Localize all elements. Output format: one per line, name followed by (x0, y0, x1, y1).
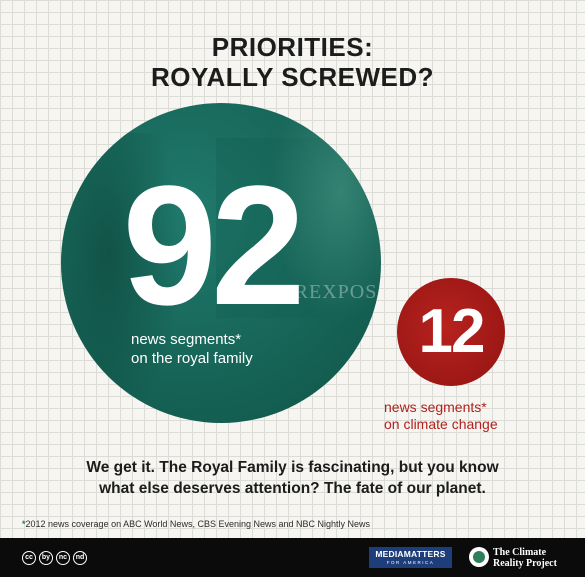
media-matters-name: MEDIAMATTERS (375, 549, 446, 559)
cc-by-icon: by (39, 551, 53, 565)
royal-segments-count: 92 (122, 151, 305, 341)
cc-icon: cc (22, 551, 36, 565)
headline: PRIORITIES: ROYALLY SCREWED? (0, 32, 585, 92)
climate-caption-line-2: on climate change (384, 416, 498, 432)
royal-caption-line-2: on the royal family (131, 350, 253, 367)
royal-caption-line-1: news segments* (131, 331, 242, 348)
cc-nd-icon: nd (73, 551, 87, 565)
headline-line-2: ROYALLY SCREWED? (151, 62, 434, 92)
climate-segments-caption: news segments* on climate change (384, 399, 554, 433)
photo-background-text: VEREXPOS (266, 281, 378, 303)
tagline-line-2: what else deserves attention? The fate o… (99, 480, 486, 497)
footnote: *2012 news coverage on ABC World News, C… (22, 519, 370, 529)
photo-overlay-panel (216, 138, 376, 318)
climate-change-circle: 12 (397, 278, 505, 386)
crp-line-2: Reality Project (493, 558, 557, 569)
cc-nc-icon: nc (56, 551, 70, 565)
media-matters-logo[interactable]: MEDIAMATTERS FOR AMERICA (369, 547, 452, 568)
headline-line-1: PRIORITIES: (211, 32, 374, 62)
climate-reality-project-logo[interactable]: The Climate Reality Project (493, 547, 573, 569)
footnote-asterisk: * (22, 519, 26, 529)
photo-overlay-left (61, 133, 181, 423)
footer-bar: cc by nc nd MEDIAMATTERS FOR AMERICA The… (0, 538, 585, 577)
royal-family-circle: VEREXPOS 92 news segments* on the royal … (61, 103, 381, 423)
footnote-text: 2012 news coverage on ABC World News, CB… (25, 519, 371, 529)
media-matters-subtitle: FOR AMERICA (386, 560, 435, 565)
creative-commons-license[interactable]: cc by nc nd (22, 551, 87, 565)
climate-reality-globe-icon[interactable] (469, 547, 489, 567)
photo-overlay-right (271, 103, 381, 323)
tagline: We get it. The Royal Family is fascinati… (30, 457, 555, 499)
tagline-line-1: We get it. The Royal Family is fascinati… (86, 459, 499, 476)
crp-line-1: The Climate (493, 547, 547, 558)
climate-caption-line-1: news segments* (384, 399, 487, 415)
royal-segments-caption: news segments* on the royal family (131, 330, 331, 368)
climate-segments-count: 12 (418, 297, 486, 366)
